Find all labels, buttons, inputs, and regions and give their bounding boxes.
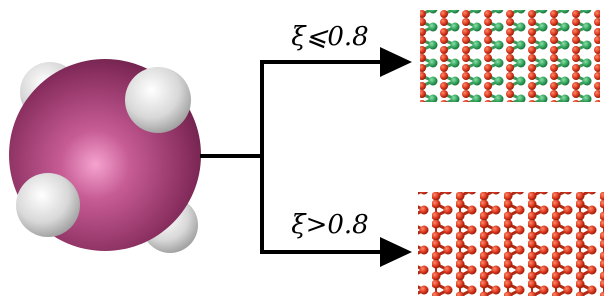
molecule <box>9 59 201 253</box>
cap <box>125 67 191 133</box>
arrowhead <box>380 47 412 77</box>
cap <box>16 173 80 237</box>
lower-label: ξ>0.8 <box>291 210 368 240</box>
arrowhead <box>380 237 412 267</box>
diagram: ξ⩽0.8 ξ>0.8 <box>0 0 604 302</box>
oxide-structure <box>418 192 604 296</box>
upper-label: ξ⩽0.8 <box>291 22 368 52</box>
mixed-structure <box>420 10 600 102</box>
